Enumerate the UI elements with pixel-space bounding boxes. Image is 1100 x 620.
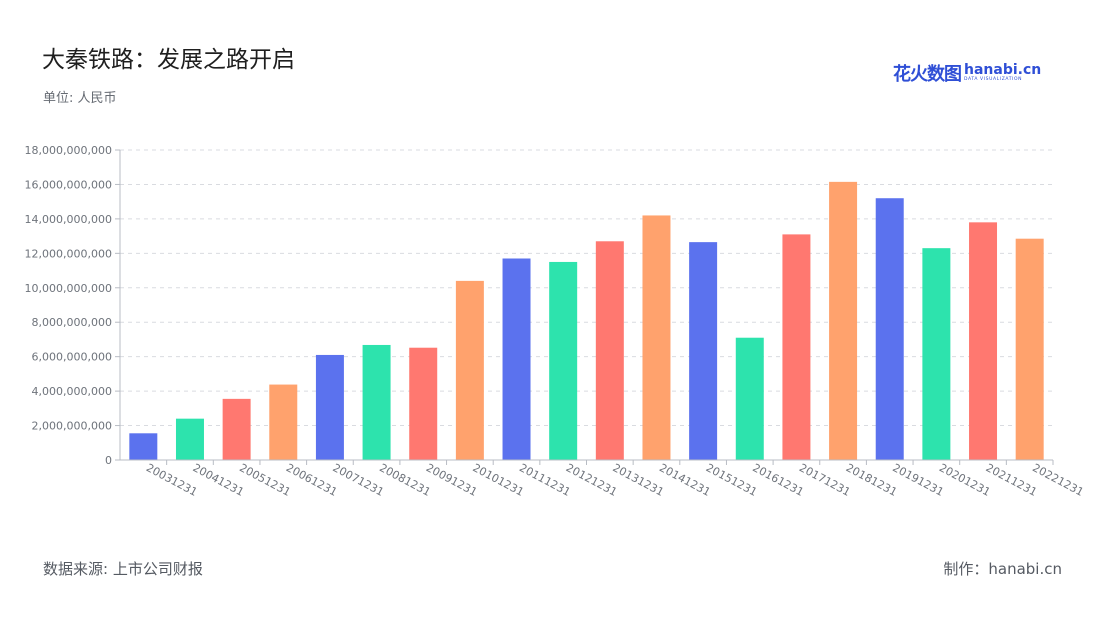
bar-20091231[interactable] — [409, 347, 438, 460]
bar-20081231[interactable] — [362, 344, 391, 460]
x-tick-label: 20091231 — [424, 461, 480, 499]
chart-title: 大秦铁路：发展之路开启 — [42, 47, 295, 73]
x-tick-label: 20131231 — [610, 461, 666, 499]
x-tick-label: 20071231 — [331, 461, 387, 499]
y-tick-label: 0 — [105, 454, 112, 467]
y-tick-label: 10,000,000,000 — [25, 282, 112, 295]
bar-20121231[interactable] — [549, 261, 578, 460]
logo-en-text: hanabi.cn — [964, 62, 1042, 79]
x-tick-label: 20121231 — [564, 461, 620, 499]
x-tick-label: 20061231 — [284, 461, 340, 499]
brand-logo: 花火数图 hanabi.cn DATA VISUALIZATION — [893, 60, 1043, 86]
x-tick-label: 20101231 — [470, 461, 526, 499]
x-tick-label: 20151231 — [704, 461, 760, 499]
data-source: 数据来源: 上市公司财报 — [43, 560, 203, 578]
bar-20221231[interactable] — [1015, 238, 1044, 460]
bar-20211231[interactable] — [969, 222, 998, 460]
x-tick-label: 20111231 — [517, 461, 573, 499]
bar-20151231[interactable] — [689, 242, 718, 460]
y-tick-label: 14,000,000,000 — [25, 213, 112, 226]
x-tick-label: 20171231 — [797, 461, 853, 499]
bar-20061231[interactable] — [269, 384, 298, 460]
x-tick-label: 20141231 — [657, 461, 713, 499]
x-tick-label: 20041231 — [191, 461, 247, 499]
bar-20131231[interactable] — [595, 241, 624, 460]
bar-20201231[interactable] — [922, 248, 951, 460]
bar-20161231[interactable] — [735, 337, 764, 460]
y-tick-label: 2,000,000,000 — [32, 420, 112, 433]
y-tick-label: 12,000,000,000 — [25, 247, 112, 260]
bar-20171231[interactable] — [782, 234, 811, 460]
bar-20031231[interactable] — [129, 433, 158, 460]
bar-20051231[interactable] — [222, 398, 251, 460]
x-tick-label: 20081231 — [377, 461, 433, 499]
x-tick-label: 20201231 — [937, 461, 993, 499]
x-tick-label: 20181231 — [844, 461, 900, 499]
logo-en-sub: DATA VISUALIZATION — [964, 77, 1023, 83]
bar-20041231[interactable] — [175, 418, 204, 460]
x-tick-label: 20191231 — [890, 461, 946, 499]
bar-20101231[interactable] — [455, 280, 484, 460]
y-tick-label: 6,000,000,000 — [32, 351, 112, 364]
x-tick-label: 20221231 — [1030, 461, 1086, 499]
bar-20111231[interactable] — [502, 258, 531, 461]
x-tick-label: 20211231 — [984, 461, 1040, 499]
bar-20071231[interactable] — [315, 354, 344, 460]
unit-label: 单位: 人民币 — [43, 91, 117, 106]
bar-20191231[interactable] — [875, 198, 904, 460]
bars — [129, 181, 1044, 461]
y-tick-label: 8,000,000,000 — [32, 316, 112, 329]
y-tick-label: 18,000,000,000 — [25, 144, 112, 157]
grid-lines — [120, 149, 1053, 427]
x-tick-label: 20161231 — [750, 461, 806, 499]
logo-en-block: hanabi.cn DATA VISUALIZATION — [964, 63, 1041, 83]
bar-20181231[interactable] — [829, 181, 858, 460]
bar-20141231[interactable] — [642, 215, 671, 460]
y-tick-label: 4,000,000,000 — [32, 385, 112, 398]
logo-cn-text: 花火数图 — [893, 64, 962, 85]
x-tick-label: 20031231 — [144, 461, 200, 499]
x-tick-label: 20051231 — [237, 461, 293, 499]
made-by: 制作：hanabi.cn — [943, 560, 1062, 578]
y-tick-label: 16,000,000,000 — [25, 178, 112, 191]
